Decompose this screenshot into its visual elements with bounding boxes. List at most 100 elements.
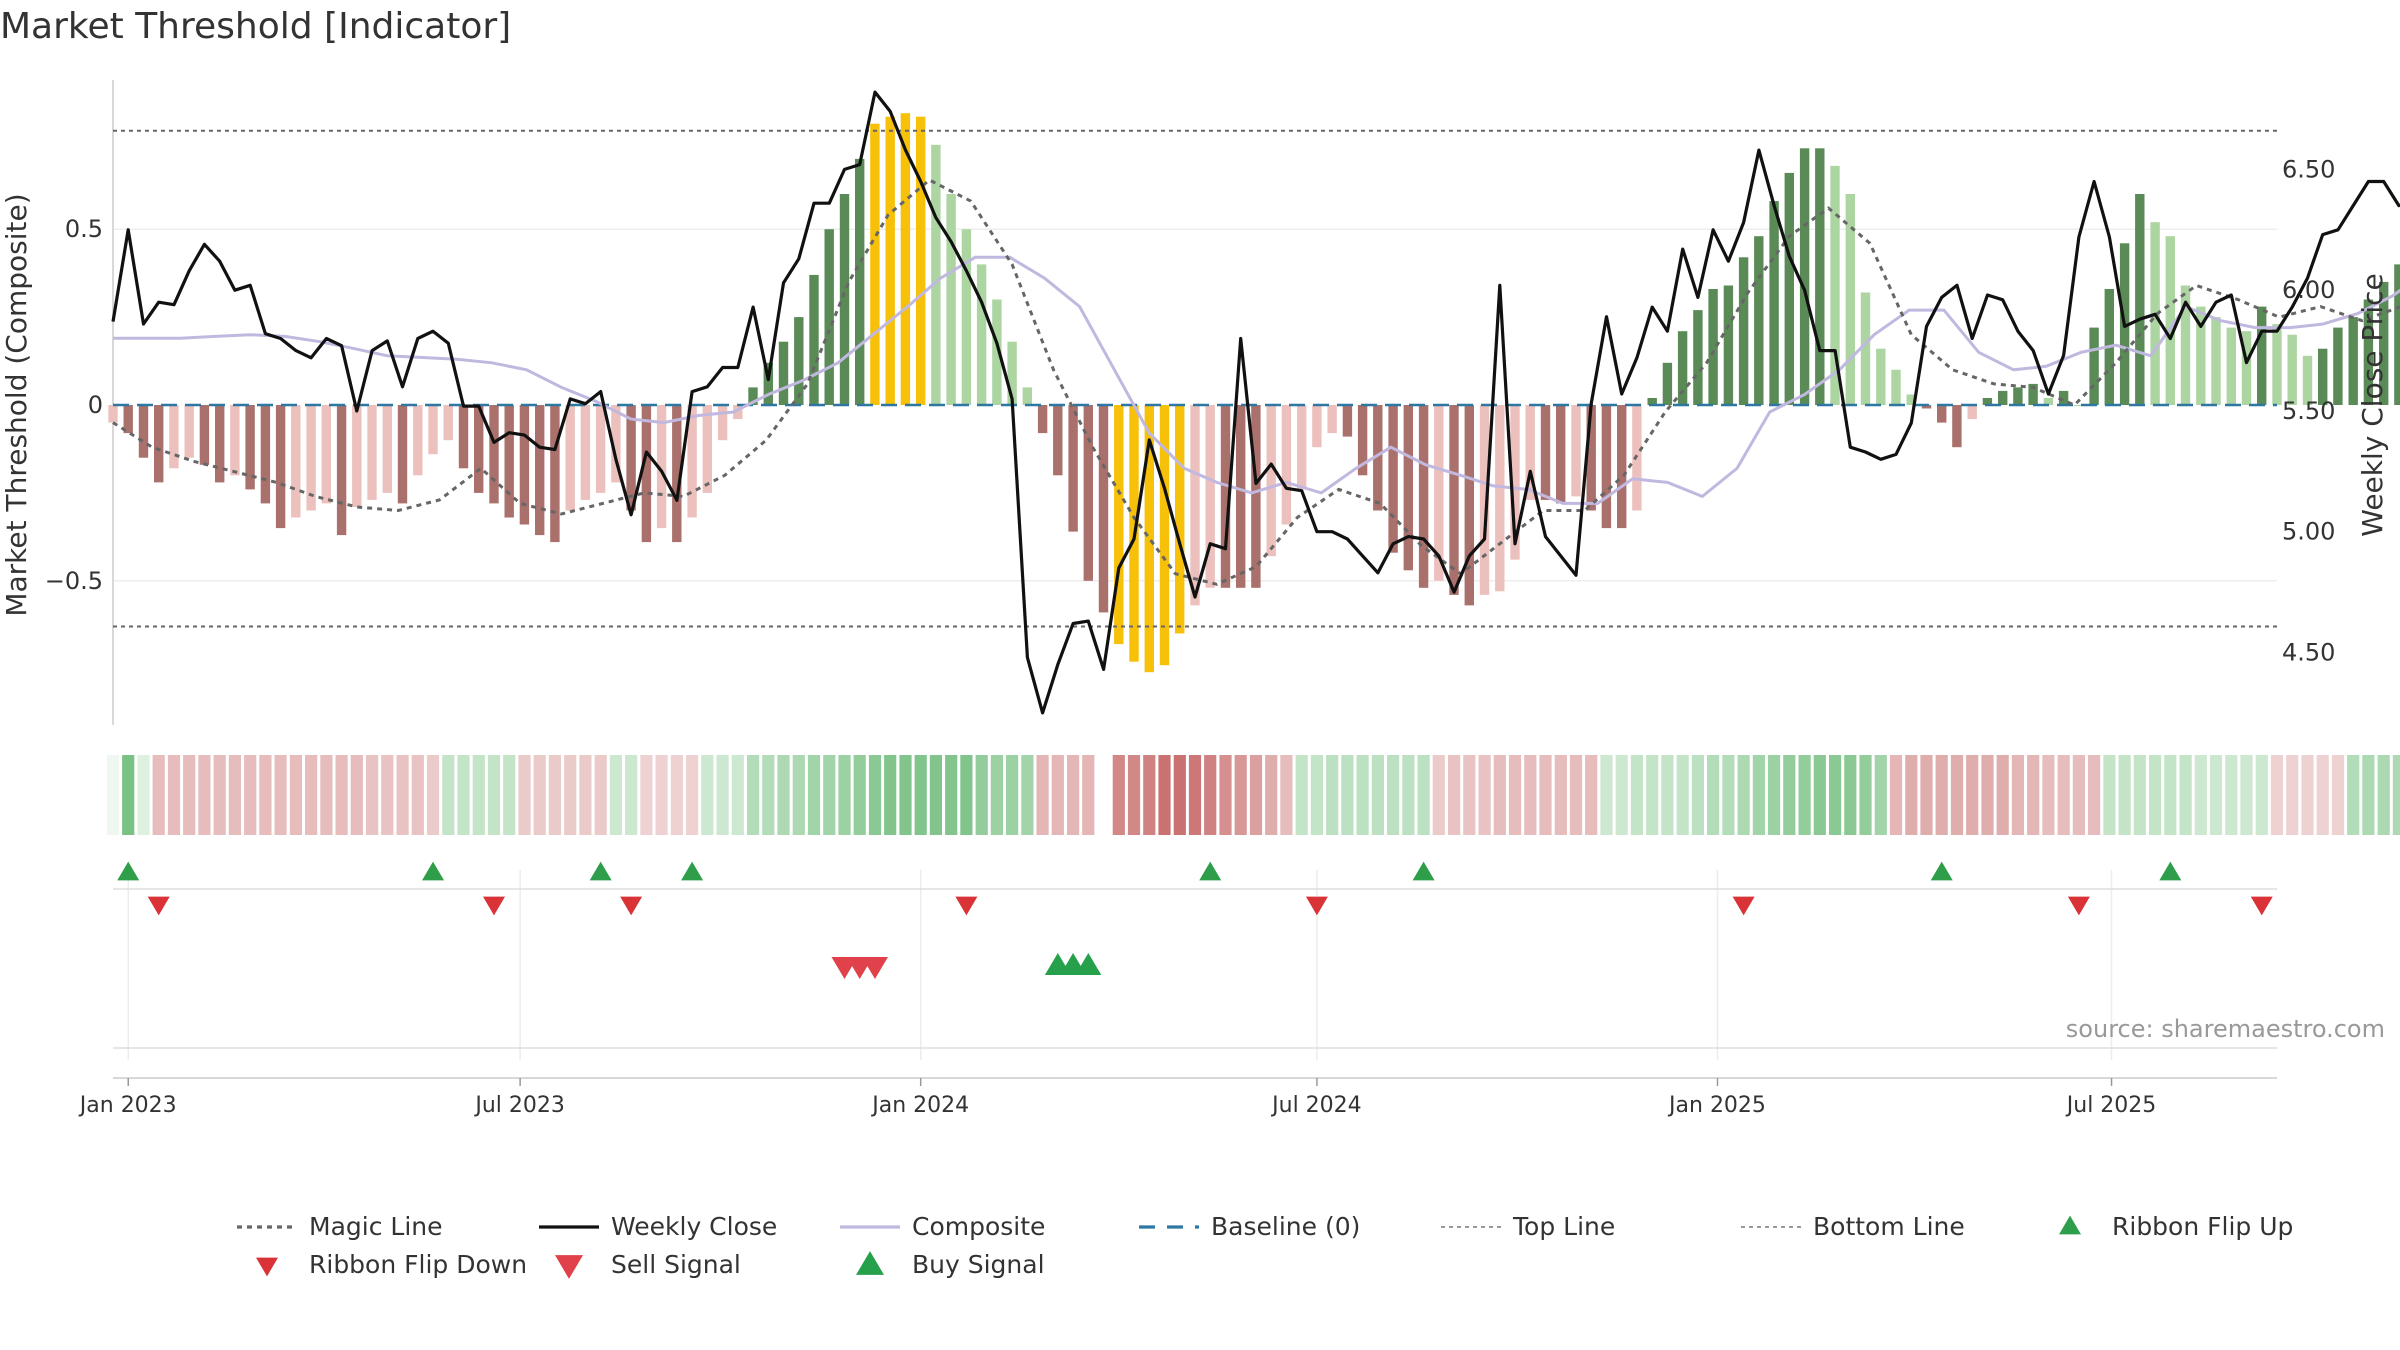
ribbon-cell [533, 755, 546, 835]
chart-title: Market Threshold [Indicator] [0, 6, 512, 47]
ribbon-cell [1493, 755, 1506, 835]
right-axis-tick-label: 5.00 [2282, 518, 2335, 546]
histogram-bar [611, 405, 621, 483]
histogram-bar [1083, 405, 1093, 581]
ribbon-cell [1707, 755, 1720, 835]
ribbon-cell [1036, 755, 1049, 835]
ribbon-cell [1402, 755, 1415, 835]
histogram-bar [1357, 405, 1368, 476]
ribbon-cell [2225, 755, 2238, 835]
histogram-bar [855, 158, 865, 405]
histogram-bar [1220, 405, 1231, 588]
histogram-bar [519, 405, 530, 525]
composite-line [113, 255, 2400, 505]
histogram-bar [199, 405, 210, 465]
histogram-bar [931, 144, 941, 406]
ribbon-cell [990, 755, 1003, 835]
ribbon-cell [1874, 755, 1887, 835]
histogram-bar [1556, 405, 1566, 504]
histogram-bar [1144, 405, 1154, 673]
ribbon-cell [2103, 755, 2116, 835]
ribbon-cell [1737, 755, 1750, 835]
histogram-bar [1860, 292, 1871, 405]
histogram-bar [1586, 405, 1596, 511]
ribbon-cell [1158, 755, 1171, 835]
ribbon-cell [1859, 755, 1872, 835]
histogram-bar [2272, 324, 2282, 405]
ribbon-cell [2088, 755, 2101, 835]
x-axis-tick-label: Jan 2023 [78, 1093, 177, 1118]
ribbon-cell [1554, 755, 1567, 835]
histogram-bar [2013, 387, 2023, 405]
histogram-bar [1601, 405, 1612, 529]
x-axis-tick-label: Jan 2025 [1667, 1093, 1766, 1118]
ribbon-cell [1006, 755, 1019, 835]
histogram-bar [1205, 405, 1215, 588]
ribbon-cell [1234, 755, 1247, 835]
histogram-bar [260, 405, 271, 504]
ribbon-cell [183, 755, 196, 835]
ribbon-cell [2118, 755, 2131, 835]
histogram-bar [1479, 405, 1490, 595]
histogram-bar [717, 405, 728, 441]
ribbon-cell [1798, 755, 1811, 835]
ribbon-flip-up-marker [117, 861, 140, 881]
ribbon-cell [1768, 755, 1781, 835]
histogram-bar [1876, 348, 1886, 405]
ribbon-cell [1432, 755, 1445, 835]
histogram-bar [626, 405, 636, 511]
histogram-bar [1418, 405, 1429, 588]
ribbon-cell [305, 755, 318, 835]
ribbon-cell [1996, 755, 2009, 835]
histogram-bar [2058, 390, 2069, 405]
ribbon-cell [1920, 755, 1933, 835]
ribbon-cell [2209, 755, 2223, 835]
histogram-bar [1251, 405, 1261, 588]
ribbon-cell [2194, 755, 2207, 835]
histogram-bar [489, 405, 499, 504]
x-axis-tick-label: Jan 2024 [870, 1093, 969, 1118]
ribbon-cell [2072, 755, 2085, 835]
ribbon-cell [1341, 755, 1354, 835]
ribbon-flip-up-marker [1199, 861, 1222, 881]
ribbon-cell [320, 755, 333, 835]
left-axis-tick-label: 0 [88, 391, 103, 419]
left-axis-tick-label: −0.5 [45, 567, 103, 595]
right-axis-tick-label: 4.50 [2282, 639, 2335, 667]
ribbon-cell [2392, 755, 2400, 835]
histogram-bar [1708, 289, 1718, 405]
ribbon-flip-up-marker [2159, 861, 2182, 881]
histogram-bar [1921, 405, 1932, 409]
histogram-bar [1464, 405, 1474, 606]
ribbon-flip-down-marker [620, 896, 643, 916]
ribbon-cell [2255, 755, 2268, 835]
histogram-bar [809, 274, 819, 405]
ribbon-cell [1829, 755, 1842, 835]
ribbon-cell [1569, 755, 1583, 835]
histogram-bar [2348, 317, 2358, 405]
histogram-bar [1754, 236, 1764, 405]
histogram-bar [215, 405, 225, 483]
magic-line [112, 178, 2400, 586]
ribbon-cell [518, 755, 531, 835]
ribbon-flip-down-marker [1305, 896, 1328, 916]
histogram-bar [916, 116, 926, 405]
histogram-bar [1281, 405, 1292, 525]
histogram-bar [580, 405, 591, 500]
ribbon-cell [122, 755, 135, 835]
ribbon-flip-down-marker [147, 896, 170, 916]
ribbon-cell [1387, 755, 1400, 835]
ribbon-cell [777, 755, 790, 835]
ribbon-cell [1661, 755, 1674, 835]
histogram-bar [413, 405, 423, 476]
ribbon-cell [823, 755, 836, 835]
ribbon-cell [2270, 755, 2284, 835]
ribbon-cell [1676, 755, 1689, 835]
ribbon-cell [2149, 755, 2162, 835]
histogram-bar [367, 405, 377, 500]
ribbon-cell [442, 755, 455, 835]
ribbon-cell [853, 755, 866, 835]
ribbon-flip-down-marker [2250, 896, 2273, 916]
ribbon-cell [1752, 755, 1765, 835]
ribbon-cell [2286, 755, 2299, 835]
